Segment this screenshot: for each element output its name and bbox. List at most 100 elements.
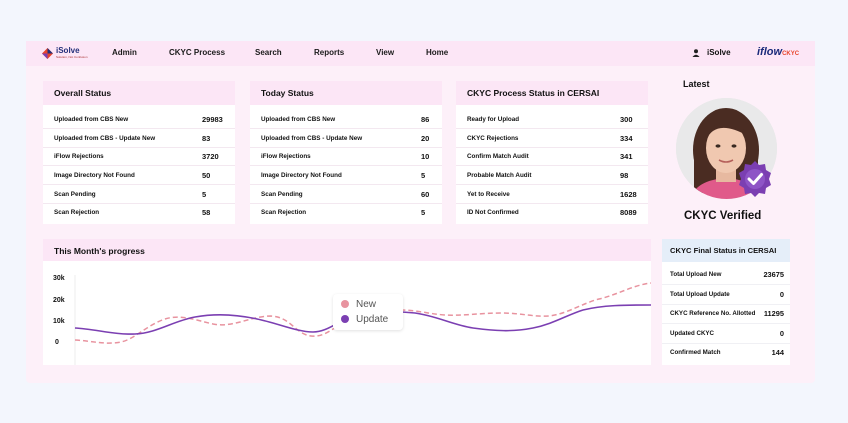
row-label: Scan Rejection (54, 209, 100, 216)
row-label: Updated CKYC (670, 330, 715, 337)
row-value: 8089 (620, 208, 637, 217)
table-row: Scan Rejection 58 (43, 203, 235, 222)
logo-tagline: Solution, Not Confusion (56, 55, 88, 59)
logo-diamond-icon (42, 48, 53, 59)
row-value: 11295 (763, 309, 784, 318)
table-row: Scan Pending 5 (43, 185, 235, 204)
latest-title: Latest (683, 79, 710, 89)
row-value: 50 (202, 171, 211, 180)
cersai-status-panel: CKYC Process Status in CERSAI Ready for … (456, 81, 648, 224)
legend-item-update[interactable]: Update (341, 314, 388, 325)
verified-badge-icon (739, 161, 771, 197)
row-label: Uploaded from CBS - Update New (261, 135, 363, 142)
nav-home[interactable]: Home (426, 48, 449, 57)
table-row: Uploaded from CBS - Update New 20 (250, 129, 442, 148)
row-label: CKYC Rejections (467, 135, 519, 142)
nav-view[interactable]: View (376, 48, 395, 57)
table-row: Yet to Receive 1628 (456, 185, 648, 204)
isolve-logo[interactable]: iSolve Solution, Not Confusion (42, 46, 88, 62)
row-label: Yet to Receive (467, 191, 510, 198)
row-value: 20 (421, 134, 430, 143)
row-label: Uploaded from CBS - Update New (54, 135, 156, 142)
y-tick-label: 0 (55, 339, 59, 346)
legend-label: New (356, 299, 377, 310)
table-row: Confirmed Match 144 (662, 343, 790, 363)
cersai-status-title: CKYC Process Status in CERSAI (467, 88, 600, 98)
row-label: iFlow Rejections (261, 153, 311, 160)
y-tick-label: 10k (53, 318, 65, 325)
overall-status-title: Overall Status (54, 88, 112, 98)
table-row: iFlow Rejections 3720 (43, 147, 235, 166)
table-row: Total Upload New 23675 (662, 265, 790, 285)
iflow-brand: iflow (757, 46, 783, 58)
row-value: 23675 (763, 270, 784, 279)
legend-label: Update (356, 314, 389, 325)
cersai-status-header: CKYC Process Status in CERSAI (456, 81, 648, 105)
row-label: CKYC Reference No. Allotted (670, 310, 756, 317)
table-row: Image Directory Not Found 50 (43, 166, 235, 185)
today-status-header: Today Status (250, 81, 442, 105)
row-value: 58 (202, 208, 211, 217)
today-status-title: Today Status (261, 88, 314, 98)
final-status-header: CKYC Final Status in CERSAI (662, 239, 790, 262)
row-value: 29983 (202, 115, 223, 124)
nav-reports[interactable]: Reports (314, 48, 345, 57)
y-tick-label: 20k (53, 297, 65, 304)
row-label: Ready for Upload (467, 116, 520, 123)
table-row: Ready for Upload 300 (456, 110, 648, 129)
legend-item-new[interactable]: New (341, 299, 376, 310)
row-value: 86 (421, 115, 430, 124)
row-label: ID Not Confirmed (467, 209, 519, 216)
table-row: CKYC Rejections 334 (456, 129, 648, 148)
table-row: Uploaded from CBS New 29983 (43, 110, 235, 129)
row-label: Scan Pending (261, 191, 303, 198)
logo-text: iSolve (56, 46, 80, 55)
monthly-progress-panel: This Month's progress 30k 20k 10k 0 New … (43, 239, 651, 365)
iflow-brand-suffix: CKYC (782, 51, 800, 57)
nav-admin[interactable]: Admin (112, 48, 137, 57)
table-row: Probable Match Audit 98 (456, 166, 648, 185)
row-value: 1628 (620, 190, 637, 199)
row-label: Uploaded from CBS New (261, 116, 336, 123)
row-value: 5 (421, 208, 426, 217)
row-label: Image Directory Not Found (261, 172, 342, 179)
ckyc-verified-label: CKYC Verified (684, 210, 762, 222)
row-label: Scan Pending (54, 191, 96, 198)
table-row: CKYC Reference No. Allotted 11295 (662, 304, 790, 324)
y-tick-label: 30k (53, 275, 65, 282)
table-row: Uploaded from CBS New 86 (250, 110, 442, 129)
table-row: Scan Pending 60 (250, 185, 442, 204)
table-row: Uploaded from CBS - Update New 83 (43, 129, 235, 148)
table-row: iFlow Rejections 10 (250, 147, 442, 166)
row-label: Total Upload New (670, 271, 722, 278)
table-row: Image Directory Not Found 5 (250, 166, 442, 185)
row-label: Total Upload Update (670, 291, 730, 298)
legend-dot-new (341, 300, 349, 308)
row-value: 341 (620, 152, 633, 161)
overall-status-header: Overall Status (43, 81, 235, 105)
monthly-progress-title: This Month's progress (54, 246, 145, 256)
user-name[interactable]: iSolve (707, 48, 731, 57)
row-label: Confirmed Match (670, 349, 721, 356)
overall-status-panel: Overall Status Uploaded from CBS New 2998… (43, 81, 235, 224)
table-row: Updated CKYC 0 (662, 324, 790, 344)
row-label: Scan Rejection (261, 209, 307, 216)
user-icon[interactable] (692, 49, 700, 57)
row-value: 0 (779, 329, 784, 338)
nav-ckyc-process[interactable]: CKYC Process (169, 48, 226, 57)
nav-search[interactable]: Search (255, 48, 282, 57)
today-status-panel: Today Status Uploaded from CBS New 86 Upl… (250, 81, 442, 224)
row-value: 98 (620, 171, 629, 180)
series-line-new (74, 282, 651, 344)
chart-legend: New Update (333, 294, 403, 330)
final-status-panel: CKYC Final Status in CERSAI Total Upload… (662, 239, 790, 365)
table-row: Scan Rejection 5 (250, 203, 442, 222)
legend-dot-update (341, 315, 349, 323)
table-row: Total Upload Update 0 (662, 285, 790, 305)
row-value: 3720 (202, 152, 219, 161)
monthly-progress-header: This Month's progress (43, 239, 651, 261)
row-value: 60 (421, 190, 430, 199)
row-label: Probable Match Audit (467, 172, 532, 179)
row-value: 334 (620, 134, 633, 143)
top-nav: iSolve Solution, Not Confusion Admin CKY… (26, 41, 815, 66)
